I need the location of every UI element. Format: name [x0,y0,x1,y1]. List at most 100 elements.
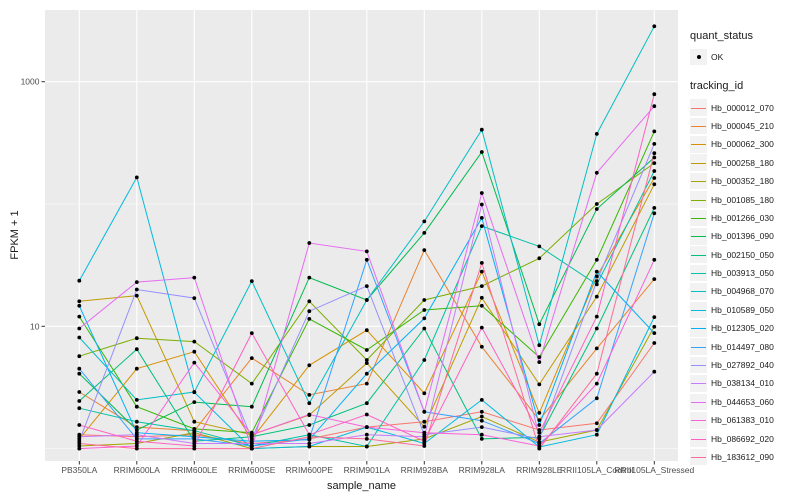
legend-key-swatch [690,301,707,319]
data-point [594,207,599,211]
legend-item-Hb_061383_010: Hb_061383_010 [690,411,798,429]
legend-line-swatch-icon [691,107,706,109]
x-tick-label: RRII105LA_Stressed [614,465,694,475]
legend-item-Hb_038134_010: Hb_038134_010 [690,374,798,392]
data-point [192,275,197,280]
data-point [249,432,254,437]
data-point [249,381,254,386]
data-point [192,428,197,433]
legend-item-Hb_002150_050: Hb_002150_050 [690,246,798,264]
data-point [77,434,82,439]
legend-key-swatch [690,154,707,172]
legend-series-label: Hb_000062_300 [711,139,774,150]
legend-series-label: Hb_000352_180 [711,176,774,187]
data-point [307,317,312,321]
data-point [594,294,599,299]
data-point [134,398,139,402]
x-tick-label: RRIM600PE [286,465,334,475]
legend-line-swatch-icon [691,181,706,183]
legend-item-quant-ok: OK [690,48,798,66]
legend-key-swatch [690,338,707,355]
data-point [479,414,484,419]
data-point [364,381,369,386]
data-point [422,430,427,435]
data-point [192,446,197,451]
x-tick-label: PB350LA [61,465,97,475]
data-point [192,339,197,344]
data-point [77,366,82,371]
data-point [479,409,484,414]
data-point [249,441,254,446]
data-point [134,366,139,371]
legend-line-swatch-icon [691,125,706,127]
data-point [307,401,312,406]
data-point [594,282,599,287]
data-point [307,444,312,449]
data-point [422,326,427,331]
legend: quant_status OK tracking_id Hb_000012_07… [690,30,798,466]
data-point [652,182,657,187]
data-point [134,428,139,432]
legend-series-label: Hb_027892_040 [711,360,774,371]
legend-line-swatch-icon [691,199,706,201]
data-point [537,322,542,327]
legend-key-swatch [690,411,707,429]
data-point [594,314,599,319]
data-point [422,424,427,429]
data-point [134,444,139,448]
data-point [652,129,657,134]
data-point [594,396,599,401]
legend-series-label: Hb_010589_050 [711,304,774,315]
data-point [652,104,657,109]
data-point [594,257,599,262]
data-point [594,421,599,426]
data-point [249,356,254,360]
data-point [537,360,542,364]
legend-line-swatch-icon [691,144,706,146]
data-point [422,248,427,253]
legend-key-swatch [690,172,707,190]
data-point [537,256,542,261]
data-point [364,371,369,376]
legend-series-label: Hb_001396_090 [711,231,774,242]
data-point [479,202,484,207]
data-point [192,400,197,404]
data-point [594,202,599,206]
data-point [652,315,657,319]
legend-key-swatch [690,430,707,447]
legend-item-Hb_001266_030: Hb_001266_030 [690,209,798,227]
data-point [479,216,484,220]
data-point [422,419,427,424]
y-axis-title: FPKM + 1 [9,210,21,260]
data-point [479,127,484,132]
data-point [134,404,139,409]
legend-key-swatch [690,319,707,337]
legend-item-Hb_000045_210: Hb_000045_210 [690,117,798,135]
legend-line-swatch-icon [691,273,706,275]
legend-line-swatch-icon [691,291,706,293]
data-point [422,358,427,362]
legend-item-Hb_000258_180: Hb_000258_180 [690,154,798,172]
data-point [652,331,657,335]
legend-item-Hb_004968_070: Hb_004968_070 [690,282,798,300]
x-tick-label: RRIM901LA [344,465,391,475]
data-point [364,444,369,449]
data-point [652,161,657,166]
data-point [594,381,599,386]
data-point [537,423,542,427]
data-point [537,418,542,422]
x-tick-label: RRII105LA_Control [560,465,634,475]
legend-series-label: Hb_000258_180 [711,157,774,168]
legend-item-Hb_027892_040: Hb_027892_040 [690,356,798,374]
legend-label-ok: OK [711,52,724,63]
data-point [77,299,82,304]
data-point [77,390,82,394]
data-point [192,296,197,300]
data-point [479,325,484,330]
data-point [77,335,82,340]
legend-key-swatch [690,356,707,374]
data-point [134,347,139,352]
legend-line-swatch-icon [691,217,706,219]
data-point [652,277,657,281]
data-point [134,293,139,298]
